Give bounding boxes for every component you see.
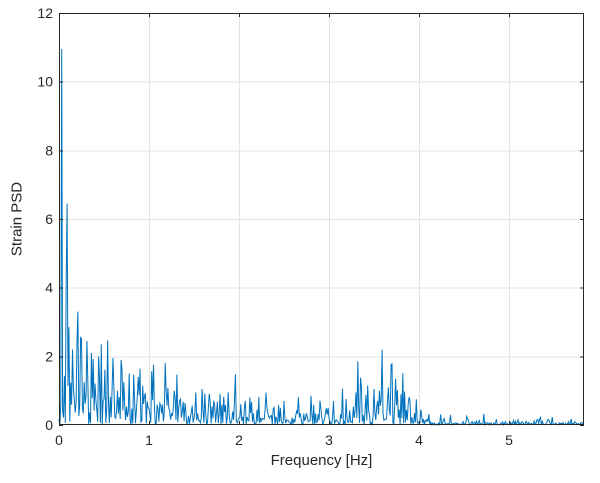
y-tick-label: 6 [45,211,53,227]
x-tick-label: 2 [235,432,243,448]
x-tick-label: 3 [325,432,333,448]
y-axis-label: Strain PSD [8,181,26,257]
y-tick-label: 8 [45,142,53,158]
y-tick-label: 0 [45,417,53,433]
x-tick-label: 0 [55,432,63,448]
psd-line [58,49,584,427]
x-tick-label: 5 [505,432,513,448]
y-tick-label: 4 [45,280,53,296]
x-tick-label: 4 [415,432,423,448]
x-axis-label: Frequency [Hz] [270,452,373,469]
y-tick-label: 2 [45,348,53,364]
y-tick-label: 12 [37,5,53,21]
x-tick-label: 1 [145,432,153,448]
y-tick-label: 10 [37,74,53,90]
